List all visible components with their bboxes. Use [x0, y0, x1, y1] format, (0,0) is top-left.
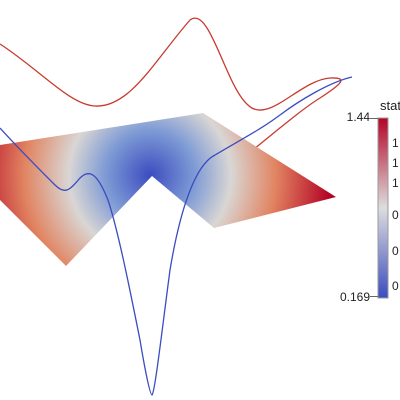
colorbar-tick-label: 0: [392, 279, 399, 293]
colorbar-tick-label: 0: [392, 208, 399, 222]
colorbar-max-label: 1.44: [346, 110, 370, 124]
upper-plot-line: [0, 17, 342, 161]
surface-plot: [0, 113, 336, 266]
colorbar-tick-label: 1: [392, 136, 399, 150]
colorbar-tick-label: 1: [392, 176, 399, 190]
colorbar-tick-label: 0: [392, 244, 399, 258]
colorbar-title: stat: [380, 98, 400, 113]
colorbar-tick: [370, 296, 378, 297]
colorbar-min-label: 0.169: [339, 290, 370, 304]
colorbar-tick: [370, 118, 378, 119]
colorbar-tick-label: 1: [392, 156, 399, 170]
colorbar-gradient: [377, 117, 389, 299]
lower-plot-line: [0, 76, 353, 396]
